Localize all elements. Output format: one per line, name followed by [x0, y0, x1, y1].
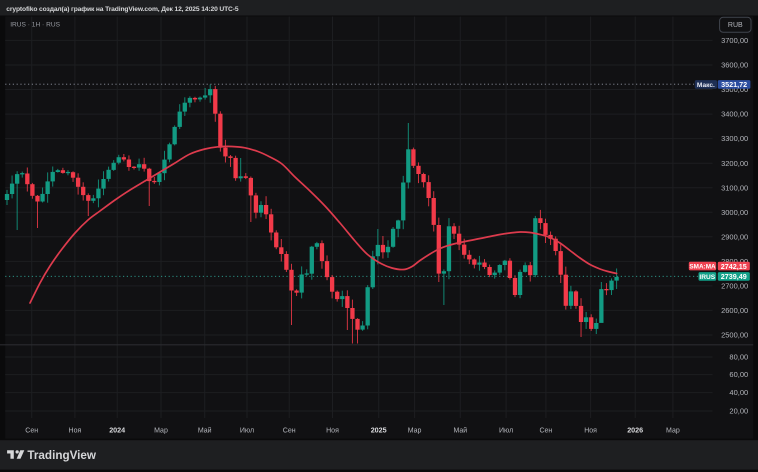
svg-text:cryptofiko создал(а) график на: cryptofiko создал(а) график на TradingVi… [6, 6, 239, 13]
svg-text:Июл: Июл [240, 427, 254, 434]
svg-text:2700,00: 2700,00 [721, 281, 748, 290]
svg-text:Сен: Сен [283, 427, 296, 434]
svg-text:2025: 2025 [371, 425, 387, 434]
svg-text:Мар: Мар [154, 427, 168, 434]
svg-text:Сен: Сен [25, 427, 38, 434]
svg-text:Макс.: Макс. [697, 82, 715, 89]
svg-text:2600,00: 2600,00 [721, 306, 748, 315]
svg-text:Ноя: Ноя [69, 427, 82, 434]
svg-text:Июл: Июл [499, 427, 513, 434]
svg-text:Мар: Мар [408, 427, 422, 434]
svg-text:3700,00: 3700,00 [721, 36, 748, 45]
svg-text:3000,00: 3000,00 [721, 208, 748, 217]
svg-text:3300,00: 3300,00 [721, 134, 748, 143]
svg-text:Сен: Сен [539, 427, 552, 434]
svg-text:3600,00: 3600,00 [721, 61, 748, 70]
svg-text:2800,00: 2800,00 [721, 257, 748, 266]
svg-text:TradingView: TradingView [27, 449, 97, 462]
svg-text:Ноя: Ноя [326, 427, 339, 434]
svg-text:3100,00: 3100,00 [721, 183, 748, 192]
svg-text:3400,00: 3400,00 [721, 110, 748, 119]
svg-text:Мар: Мар [666, 427, 680, 434]
svg-text:3200,00: 3200,00 [721, 159, 748, 168]
svg-text:IRUS: IRUS [699, 274, 715, 281]
svg-text:IRUS · 1H · RUS: IRUS · 1H · RUS [10, 21, 60, 28]
svg-text:3500,00: 3500,00 [721, 85, 748, 94]
svg-text:2024: 2024 [109, 425, 125, 434]
svg-text:80,00: 80,00 [729, 353, 748, 362]
svg-text:Май: Май [198, 426, 212, 434]
svg-text:Ноя: Ноя [584, 427, 597, 434]
svg-text:3521,72: 3521,72 [721, 80, 747, 89]
svg-text:Май: Май [453, 426, 467, 434]
svg-text:2900,00: 2900,00 [721, 232, 748, 241]
svg-text:20,00: 20,00 [729, 407, 748, 416]
svg-text:RUB: RUB [728, 22, 743, 29]
svg-text:2026: 2026 [627, 425, 643, 434]
svg-text:2742,15: 2742,15 [721, 262, 747, 271]
svg-text:40,00: 40,00 [729, 388, 748, 397]
svg-text:2500,00: 2500,00 [721, 331, 748, 340]
svg-text:SMA:MA: SMA:MA [689, 264, 716, 271]
svg-text:60,00: 60,00 [729, 370, 748, 379]
svg-text:2739,49: 2739,49 [721, 272, 747, 281]
